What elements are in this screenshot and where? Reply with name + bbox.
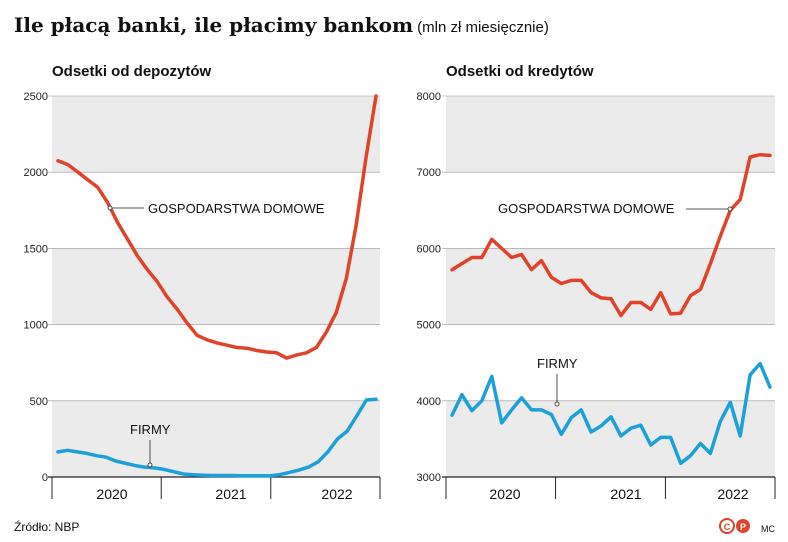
- y-tick-label: 8000: [417, 91, 441, 103]
- series-line-firms: [56, 397, 378, 478]
- series-label: FIRMY: [537, 356, 578, 371]
- x-tick-label: 2020: [96, 486, 127, 502]
- source-note: Źródło: NBP: [14, 520, 80, 534]
- label-anchor-dot: [554, 401, 560, 407]
- svg-text:C: C: [724, 522, 731, 532]
- label-anchor-dot: [147, 462, 153, 468]
- label-anchor-dot: [107, 205, 113, 211]
- title-block: Ile płacą banki, ile płacimy bankom (mln …: [14, 13, 549, 37]
- x-tick-label: 2022: [321, 486, 352, 502]
- panel-title-deposits: Odsetki od depozytów: [52, 63, 212, 80]
- y-tick-label: 7000: [417, 167, 441, 179]
- series-label: GOSPODARSTWA DOMOWE: [148, 201, 325, 216]
- y-tick-label: 6000: [417, 243, 441, 255]
- series-line-households: [450, 152, 772, 318]
- x-tick-label: 2022: [717, 486, 748, 502]
- chart-panel-1: 3000 4000 5000 6000 7000 8000 2020 2021 2022 GOSP…: [417, 91, 776, 502]
- y-tick-label: 1500: [24, 243, 48, 255]
- grid-band: [446, 248, 775, 325]
- grid-band: [52, 96, 380, 173]
- label-anchor-dot: [727, 206, 733, 212]
- y-tick-label: 3000: [417, 472, 441, 484]
- y-tick-label: 4000: [417, 396, 441, 408]
- series-line-firms: [450, 361, 772, 466]
- panel-title-loans: Odsetki od kredytów: [446, 63, 594, 80]
- svg-text:P: P: [740, 522, 746, 532]
- series-label: FIRMY: [130, 422, 171, 437]
- chart-subtitle: (mln zł miesięcznie): [417, 19, 549, 36]
- grid-band: [52, 400, 380, 477]
- grid-band: [52, 248, 380, 325]
- series-label: GOSPODARSTWA DOMOWE: [498, 201, 675, 216]
- y-tick-label: 0: [42, 472, 48, 484]
- author-initials: MC: [761, 524, 775, 534]
- chart-panel-0: 0 500 1000 1500 2000 2500 2020 2021 2022 GOSPODAR…: [24, 91, 381, 502]
- y-tick-label: 2500: [24, 91, 48, 103]
- publisher-logo: C P: [719, 518, 750, 534]
- chart-main-title: Ile płacą banki, ile płacimy bankom: [14, 13, 414, 37]
- y-tick-label: 2000: [24, 167, 48, 179]
- x-tick-label: 2021: [215, 486, 246, 502]
- x-tick-label: 2020: [489, 486, 520, 502]
- y-tick-label: 5000: [417, 320, 441, 332]
- grid-band: [446, 96, 775, 173]
- x-tick-label: 2021: [610, 486, 641, 502]
- y-tick-label: 1000: [24, 320, 48, 332]
- y-tick-label: 500: [30, 396, 48, 408]
